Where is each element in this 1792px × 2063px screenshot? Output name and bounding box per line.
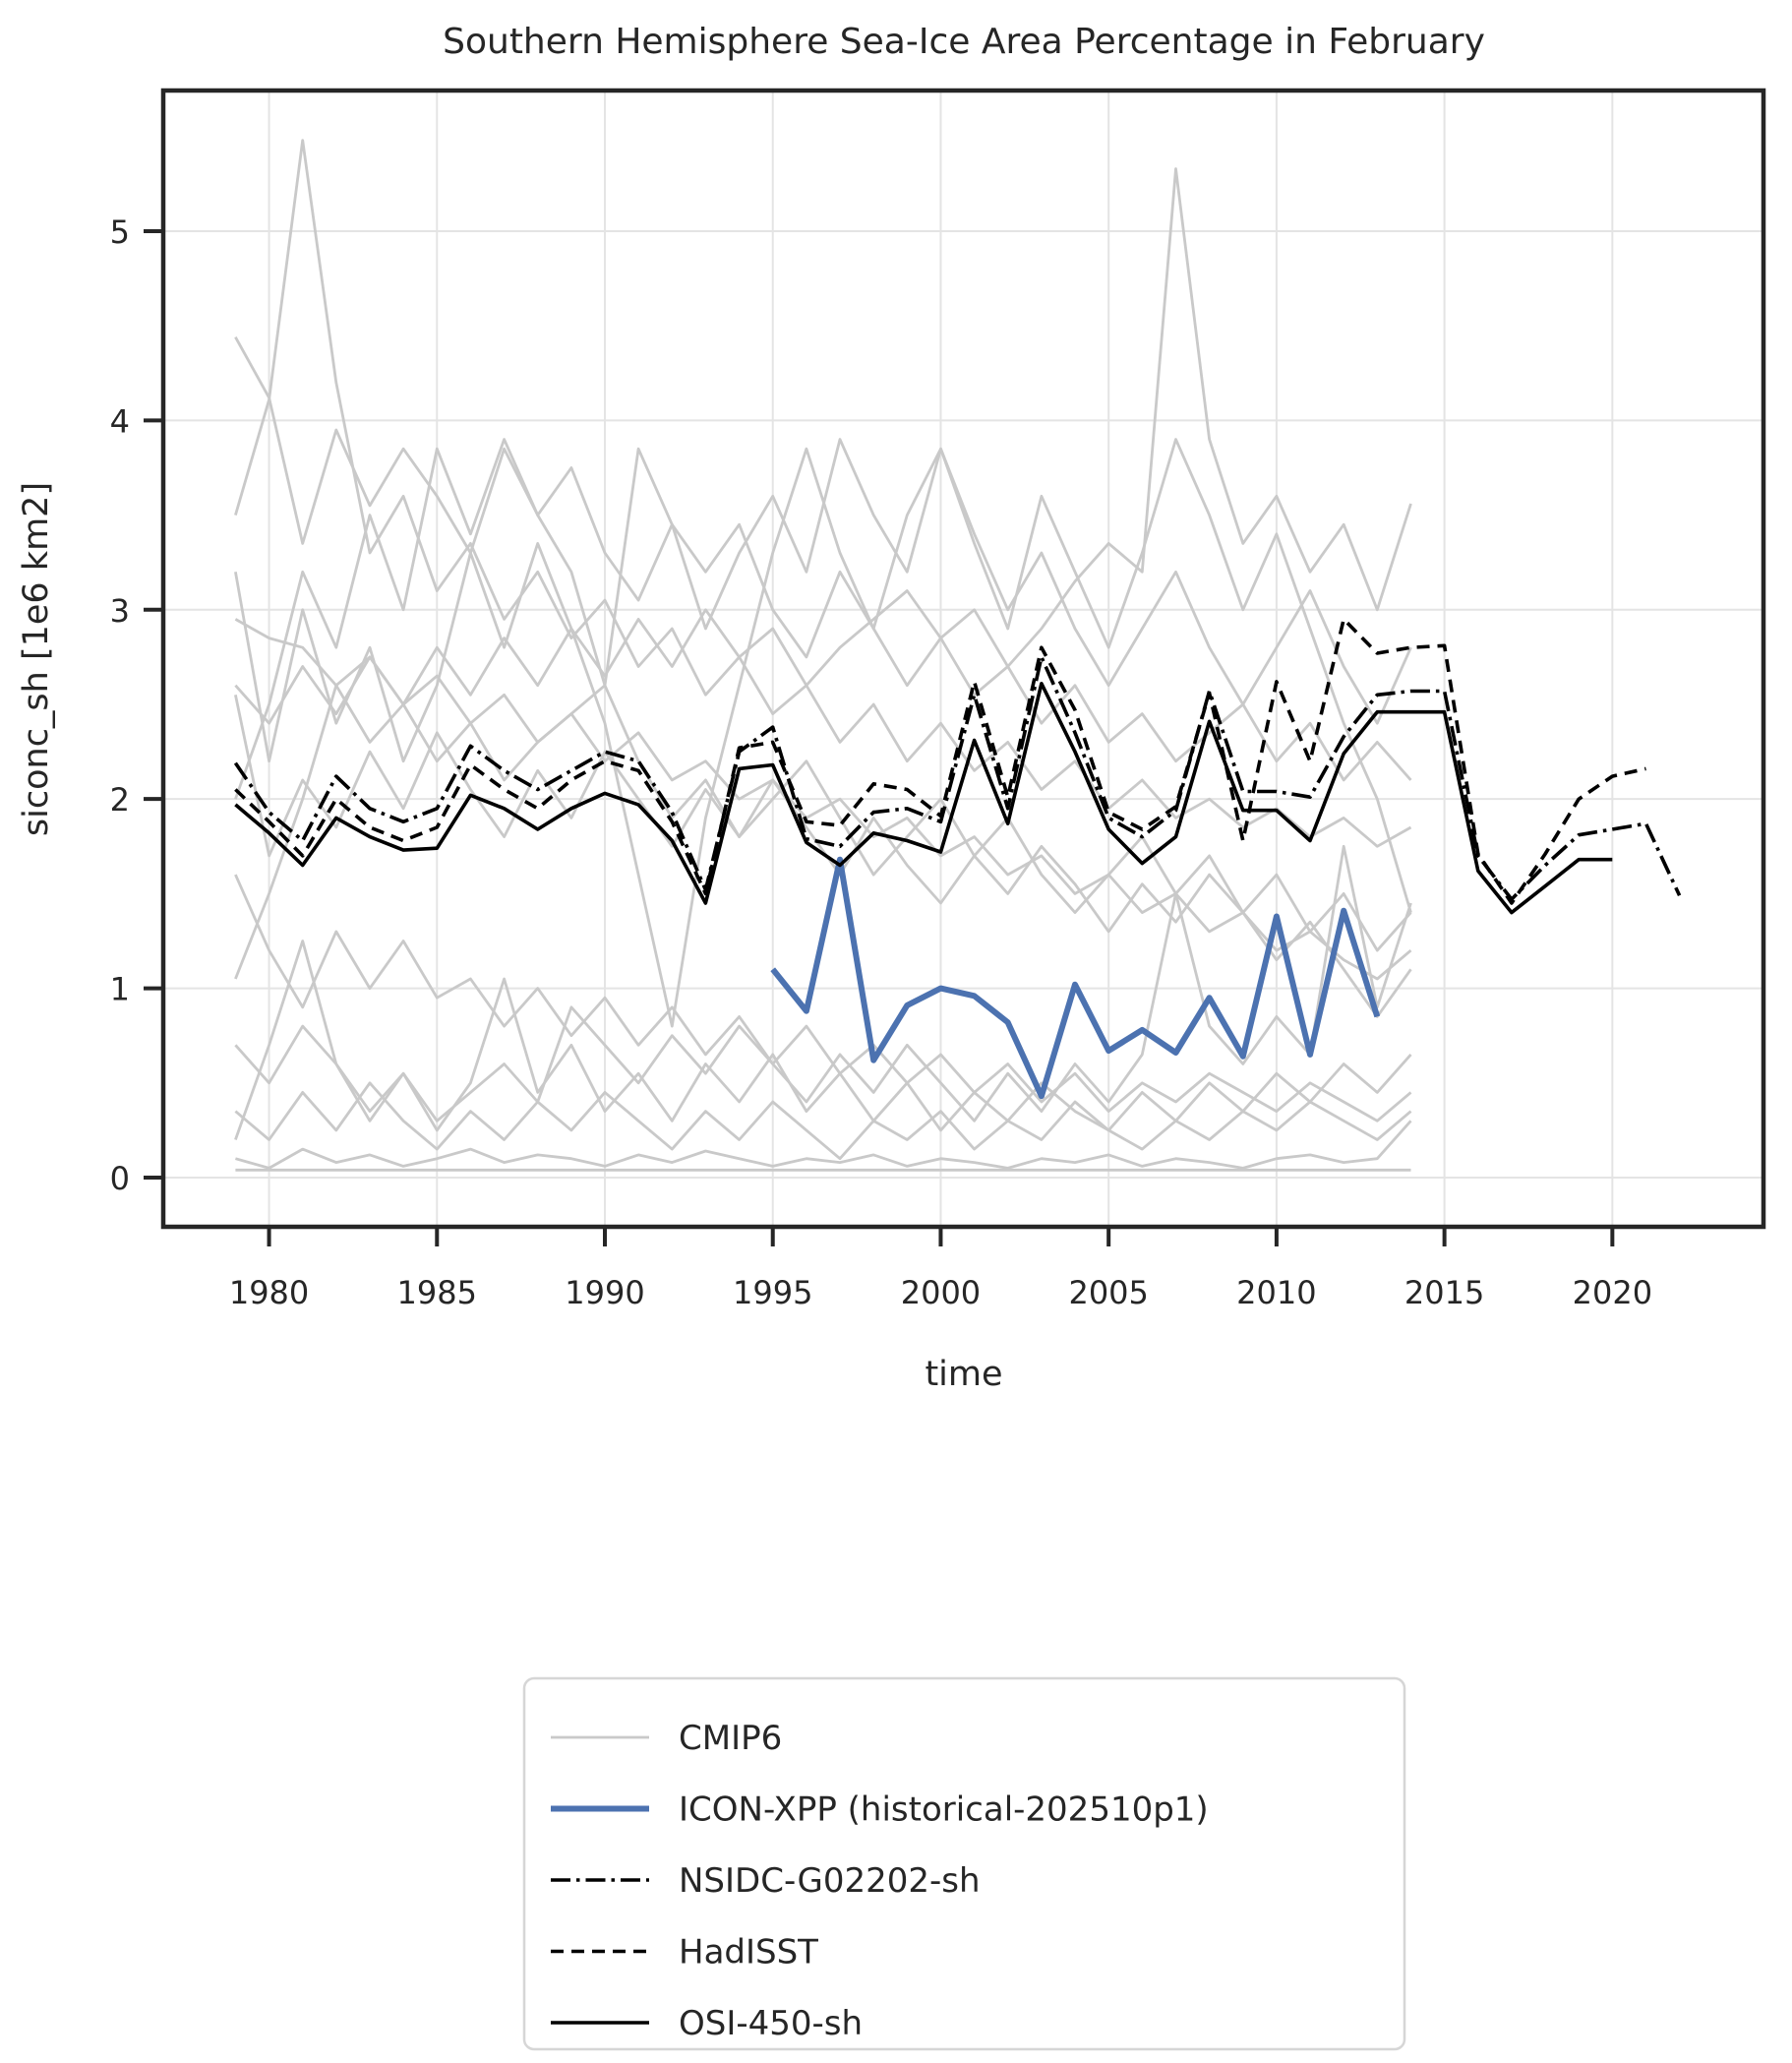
x-tick-label: 2020 xyxy=(1573,1274,1652,1311)
legend-label: ICON-XPP (historical-202510p1) xyxy=(679,1790,1209,1830)
tick-label-layer: 1980 1985 1990 1995 2000 2005 2010 2015 2020 0 1 2 3… xyxy=(110,213,1652,1311)
legend-item: CMIP6 xyxy=(551,1719,782,1758)
cmip6-line xyxy=(234,844,1412,1123)
legend-item: NSIDC-G02202-sh xyxy=(551,1861,981,1901)
plot-border xyxy=(160,88,1766,1230)
cmip6-line xyxy=(234,1081,1412,1161)
x-tick-label: 2000 xyxy=(901,1274,981,1311)
cmip6-line xyxy=(234,940,1412,1140)
legend-label: NSIDC-G02202-sh xyxy=(679,1861,981,1901)
cmip6-line xyxy=(235,1120,1412,1170)
page-title: Southern Hemisphere Sea-Ice Area Percent… xyxy=(443,22,1485,62)
legend-label: CMIP6 xyxy=(679,1719,782,1758)
series-layer xyxy=(233,139,1682,1172)
legend-item: OSI-450-sh xyxy=(551,2004,863,2043)
y-tick-label: 4 xyxy=(110,402,130,440)
grid-layer xyxy=(163,91,1763,1227)
legend-label: HadISST xyxy=(679,1933,818,1972)
cmip6-line xyxy=(234,874,1412,1123)
x-tick-label: 2010 xyxy=(1236,1274,1316,1311)
legend-item: ICON-XPP (historical-202510p1) xyxy=(551,1790,1209,1830)
cmip6-line xyxy=(234,167,1412,725)
legend-frame xyxy=(522,1676,1406,2051)
legend-box: CMIP6 ICON-XPP (historical-202510p1) NSIDC… xyxy=(522,1676,1406,2051)
y-tick-label: 5 xyxy=(110,213,130,251)
legend-label: OSI-450-sh xyxy=(679,2004,863,2043)
hadisst-line xyxy=(234,617,1646,905)
y-tick-label: 2 xyxy=(110,781,130,819)
x-tick-label: 1990 xyxy=(565,1274,644,1311)
x-tick-label: 2015 xyxy=(1404,1274,1484,1311)
nsidc-line xyxy=(233,655,1682,901)
x-tick-label: 1985 xyxy=(397,1274,477,1311)
osi-line xyxy=(234,681,1613,915)
y-tick-label: 1 xyxy=(110,971,130,1008)
cmip6-line xyxy=(234,139,1412,848)
cmip6-line xyxy=(234,618,1412,981)
y-axis-label: siconc_sh [1e6 km2] xyxy=(17,482,56,836)
y-tick-label: 0 xyxy=(110,1160,130,1197)
cmip6-line xyxy=(234,438,1412,1028)
x-tick-label: 2005 xyxy=(1068,1274,1148,1311)
cmip6-line xyxy=(234,684,1412,980)
x-axis-label: time xyxy=(925,1355,1002,1394)
cmip6-line xyxy=(234,438,1412,800)
icon-xpp-line xyxy=(770,856,1381,1100)
cmip6-line xyxy=(234,695,1412,1018)
cmip6-line xyxy=(234,336,1412,782)
axes-layer xyxy=(144,88,1766,1246)
legend-item: HadISST xyxy=(551,1933,818,1972)
y-tick-label: 3 xyxy=(110,592,130,630)
x-tick-label: 1995 xyxy=(733,1274,812,1311)
x-tick-label: 1980 xyxy=(229,1274,309,1311)
